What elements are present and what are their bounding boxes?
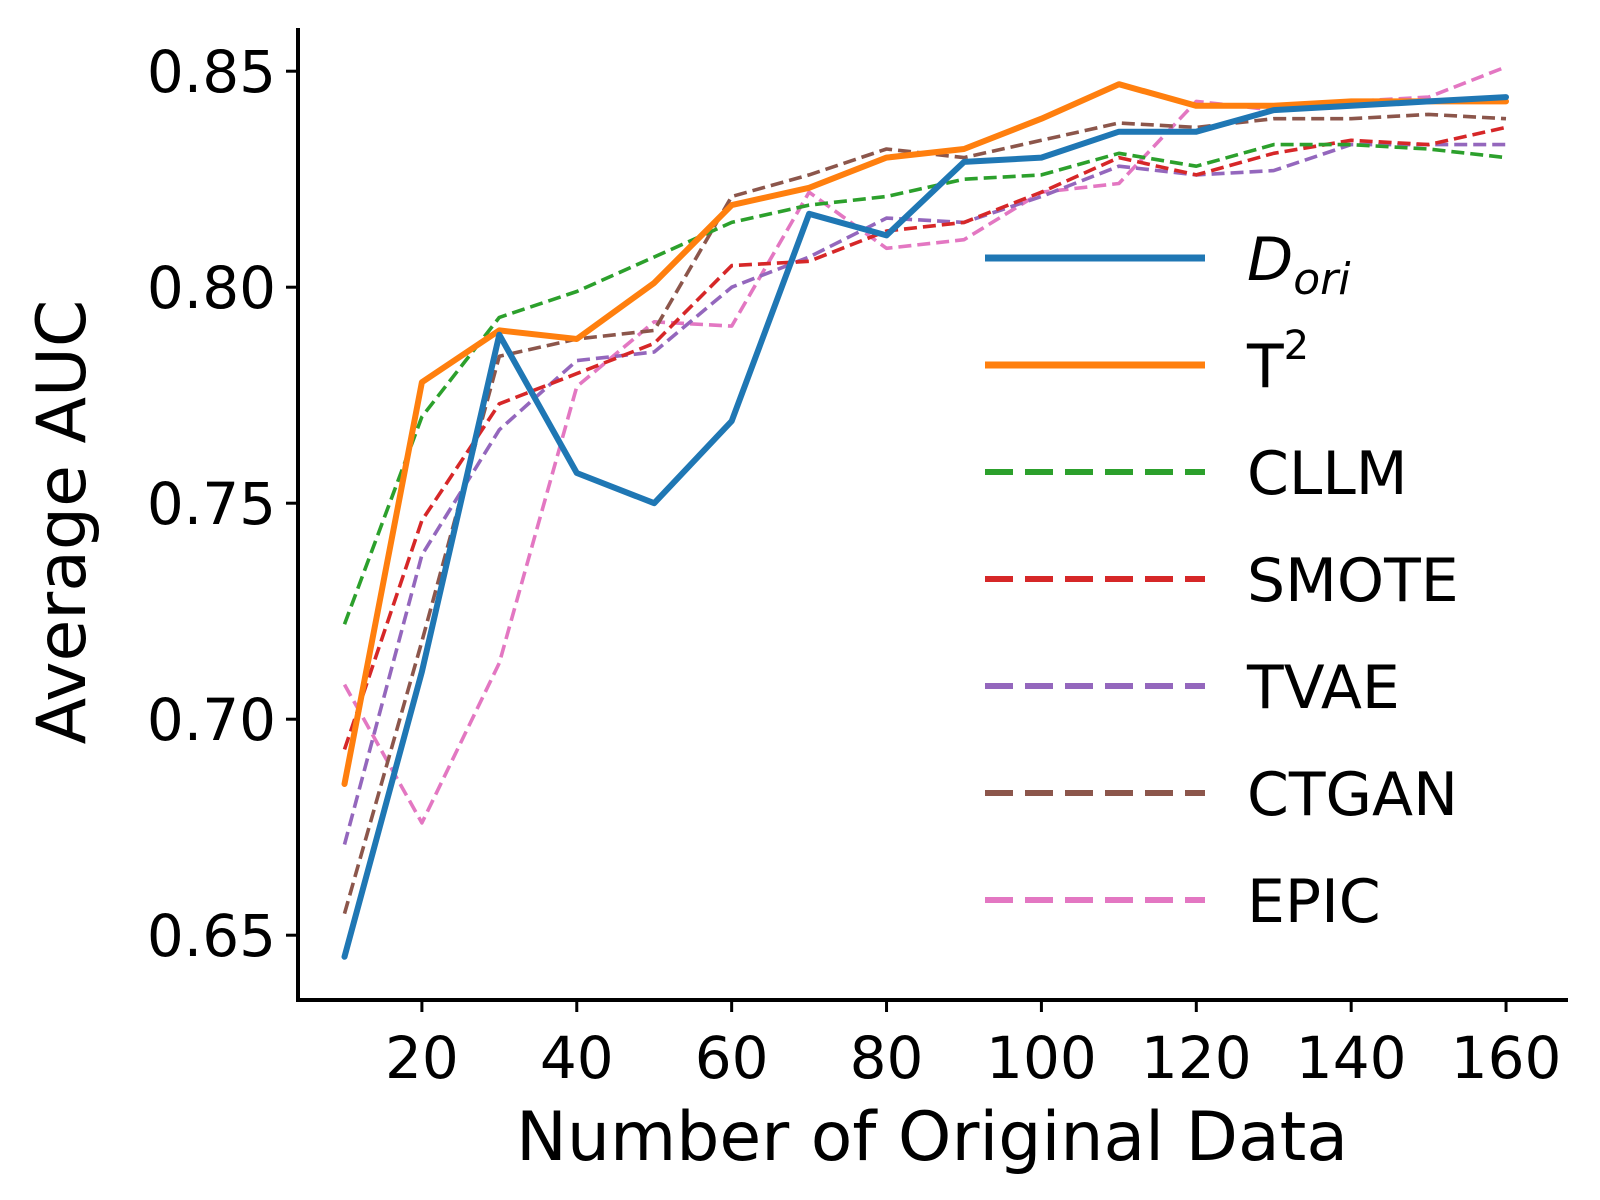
legend-label-text: SMOTE — [1247, 546, 1459, 616]
x-tick-label: 40 — [540, 1024, 614, 1092]
legend-label-epic: EPIC — [1247, 867, 1381, 937]
x-ticks: 20 40 60 80 100 120 140 160 — [385, 1000, 1561, 1092]
x-tick-label: 120 — [1141, 1024, 1252, 1092]
y-axis-label: Average AUC — [23, 300, 102, 745]
series-line-d-ori — [341, 94, 1509, 960]
x-tick-label: 140 — [1296, 1024, 1407, 1092]
legend-label-text: TVAE — [1246, 653, 1400, 723]
x-tick-label: 160 — [1451, 1024, 1562, 1092]
legend-label-text: D — [1247, 225, 1293, 295]
legend-label-t: T2 — [1246, 323, 1309, 402]
legend-label-text: CTGAN — [1247, 760, 1458, 830]
legend-label-text: CLLM — [1247, 439, 1408, 509]
y-tick-label: 0.85 — [147, 38, 276, 106]
legend-label-smote: SMOTE — [1247, 546, 1459, 616]
x-tick-label: 100 — [986, 1024, 1097, 1092]
x-axis-label: Number of Original Data — [516, 1098, 1348, 1177]
y-tick-label: 0.80 — [147, 254, 276, 322]
legend-label-ctgan: CTGAN — [1247, 760, 1458, 830]
legend-label-d: Dori — [1247, 225, 1351, 305]
plot-lines — [341, 65, 1509, 960]
series-line-cllm — [342, 142, 1507, 625]
series-line-tvae — [342, 142, 1506, 845]
legend-label-subscript: ori — [1293, 254, 1351, 305]
x-tick-label: 60 — [695, 1024, 769, 1092]
y-tick-label: 0.70 — [147, 686, 276, 754]
legend-label-cllm: CLLM — [1247, 439, 1408, 509]
y-tick-label: 0.75 — [147, 470, 276, 538]
series-line-t-2 — [341, 81, 1509, 787]
y-tick-label: 0.65 — [147, 902, 276, 970]
legend-label-text: EPIC — [1247, 867, 1381, 937]
axes — [296, 28, 1568, 1002]
series-line-smote — [342, 125, 1507, 750]
x-tick-label: 20 — [385, 1024, 459, 1092]
x-tick-label: 80 — [850, 1024, 924, 1092]
y-ticks: 0.65 0.70 0.75 0.80 0.85 — [147, 38, 298, 970]
legend-label-superscript: 2 — [1284, 323, 1309, 369]
legend-label-text: T — [1246, 332, 1284, 402]
legend-label-tvae: TVAE — [1246, 653, 1400, 723]
